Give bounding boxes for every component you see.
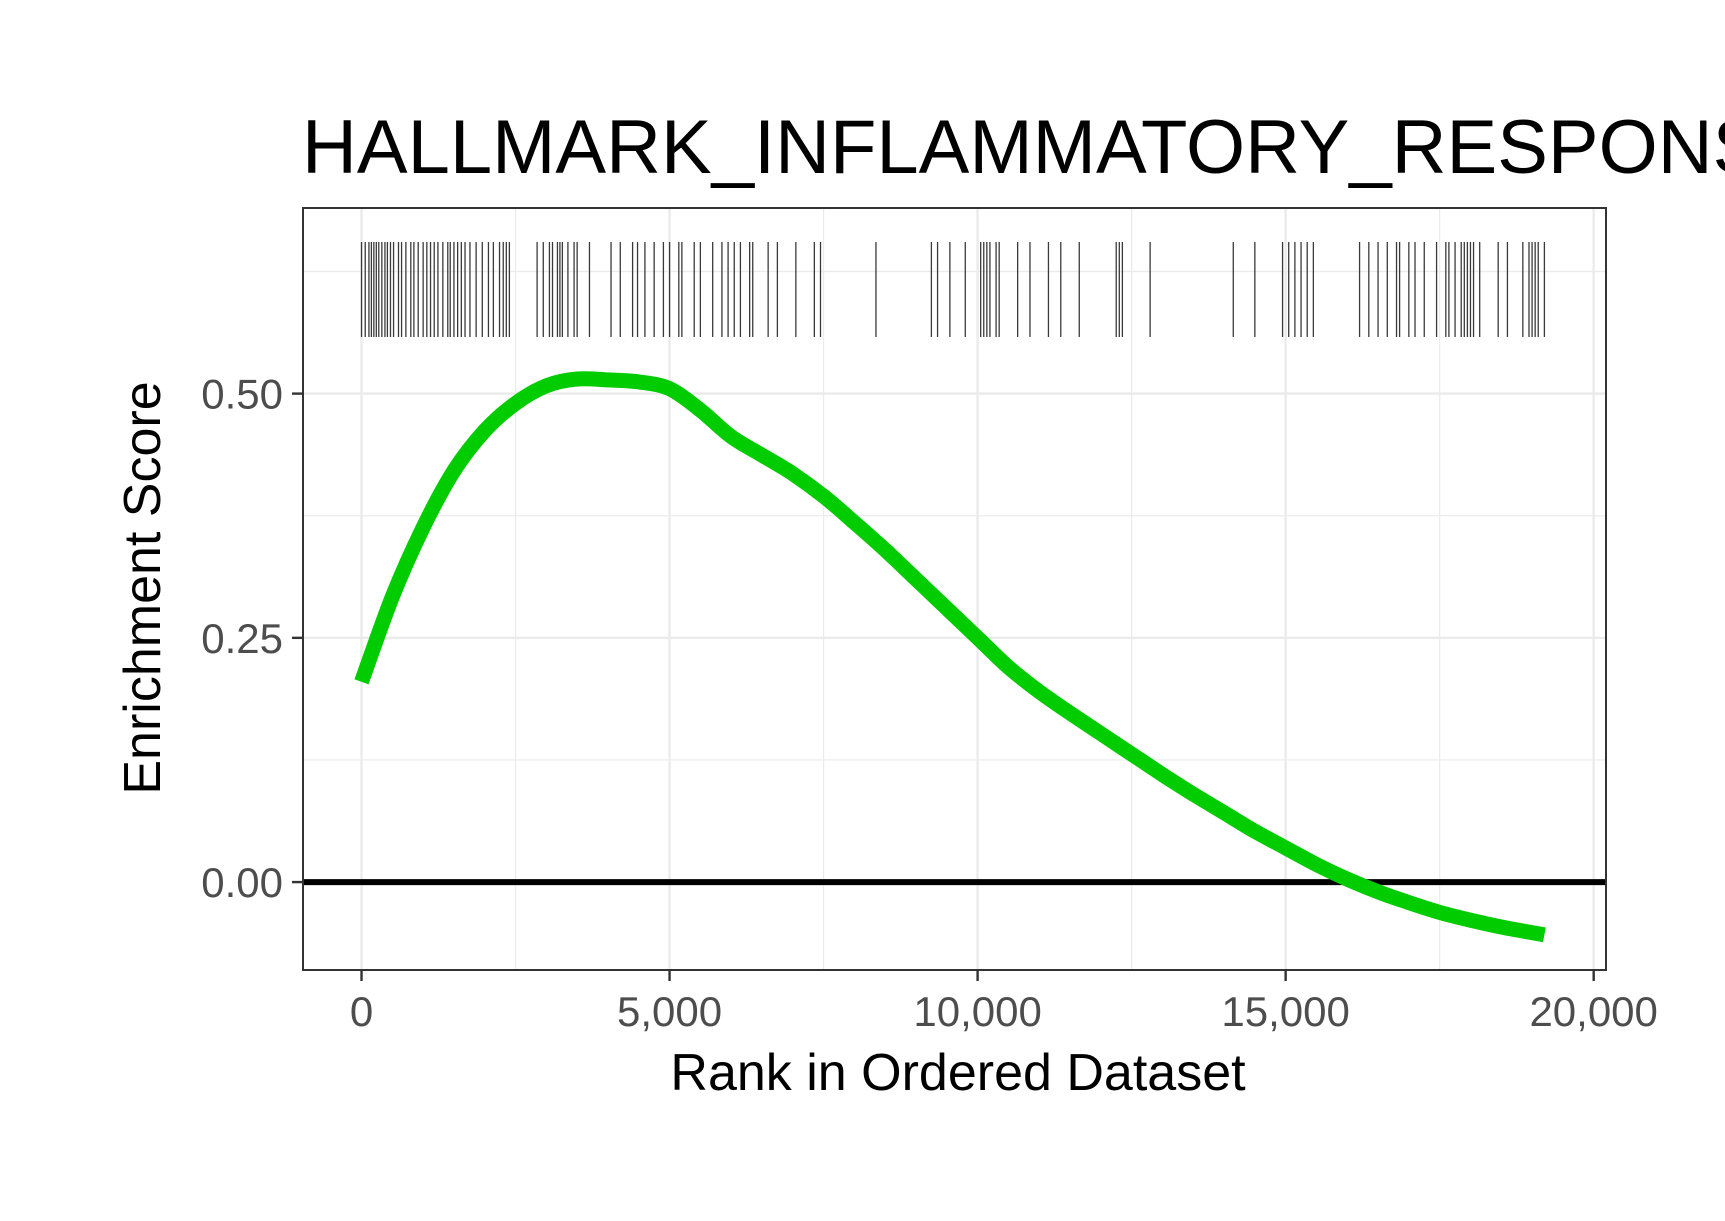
x-axis-title: Rank in Ordered Dataset xyxy=(670,1044,1246,1102)
chart-title: HALLMARK_INFLAMMATORY_RESPONSE xyxy=(302,105,1725,190)
y-tick-label: 0.00 xyxy=(201,859,283,906)
enrichment-score-line xyxy=(354,371,1546,943)
x-tick-label: 15,000 xyxy=(1221,988,1349,1035)
x-tick-label: 0 xyxy=(350,988,373,1035)
y-tick-label: 0.25 xyxy=(201,615,283,662)
x-tick-label: 10,000 xyxy=(913,988,1041,1035)
axes: 0 5,000 10,000 15,000 20,000 0.00 0.25 0.50 xyxy=(201,371,1658,1035)
y-tick-label: 0.50 xyxy=(201,371,283,418)
y-axis-title: Enrichment Score xyxy=(114,381,172,794)
x-tick-label: 20,000 xyxy=(1529,988,1657,1035)
enrichment-series xyxy=(354,371,1546,943)
x-tick-label: 5,000 xyxy=(617,988,722,1035)
grid-lines xyxy=(303,208,1606,970)
gene-hit-ticks xyxy=(360,242,1546,337)
plot-panel-border xyxy=(302,207,1607,971)
